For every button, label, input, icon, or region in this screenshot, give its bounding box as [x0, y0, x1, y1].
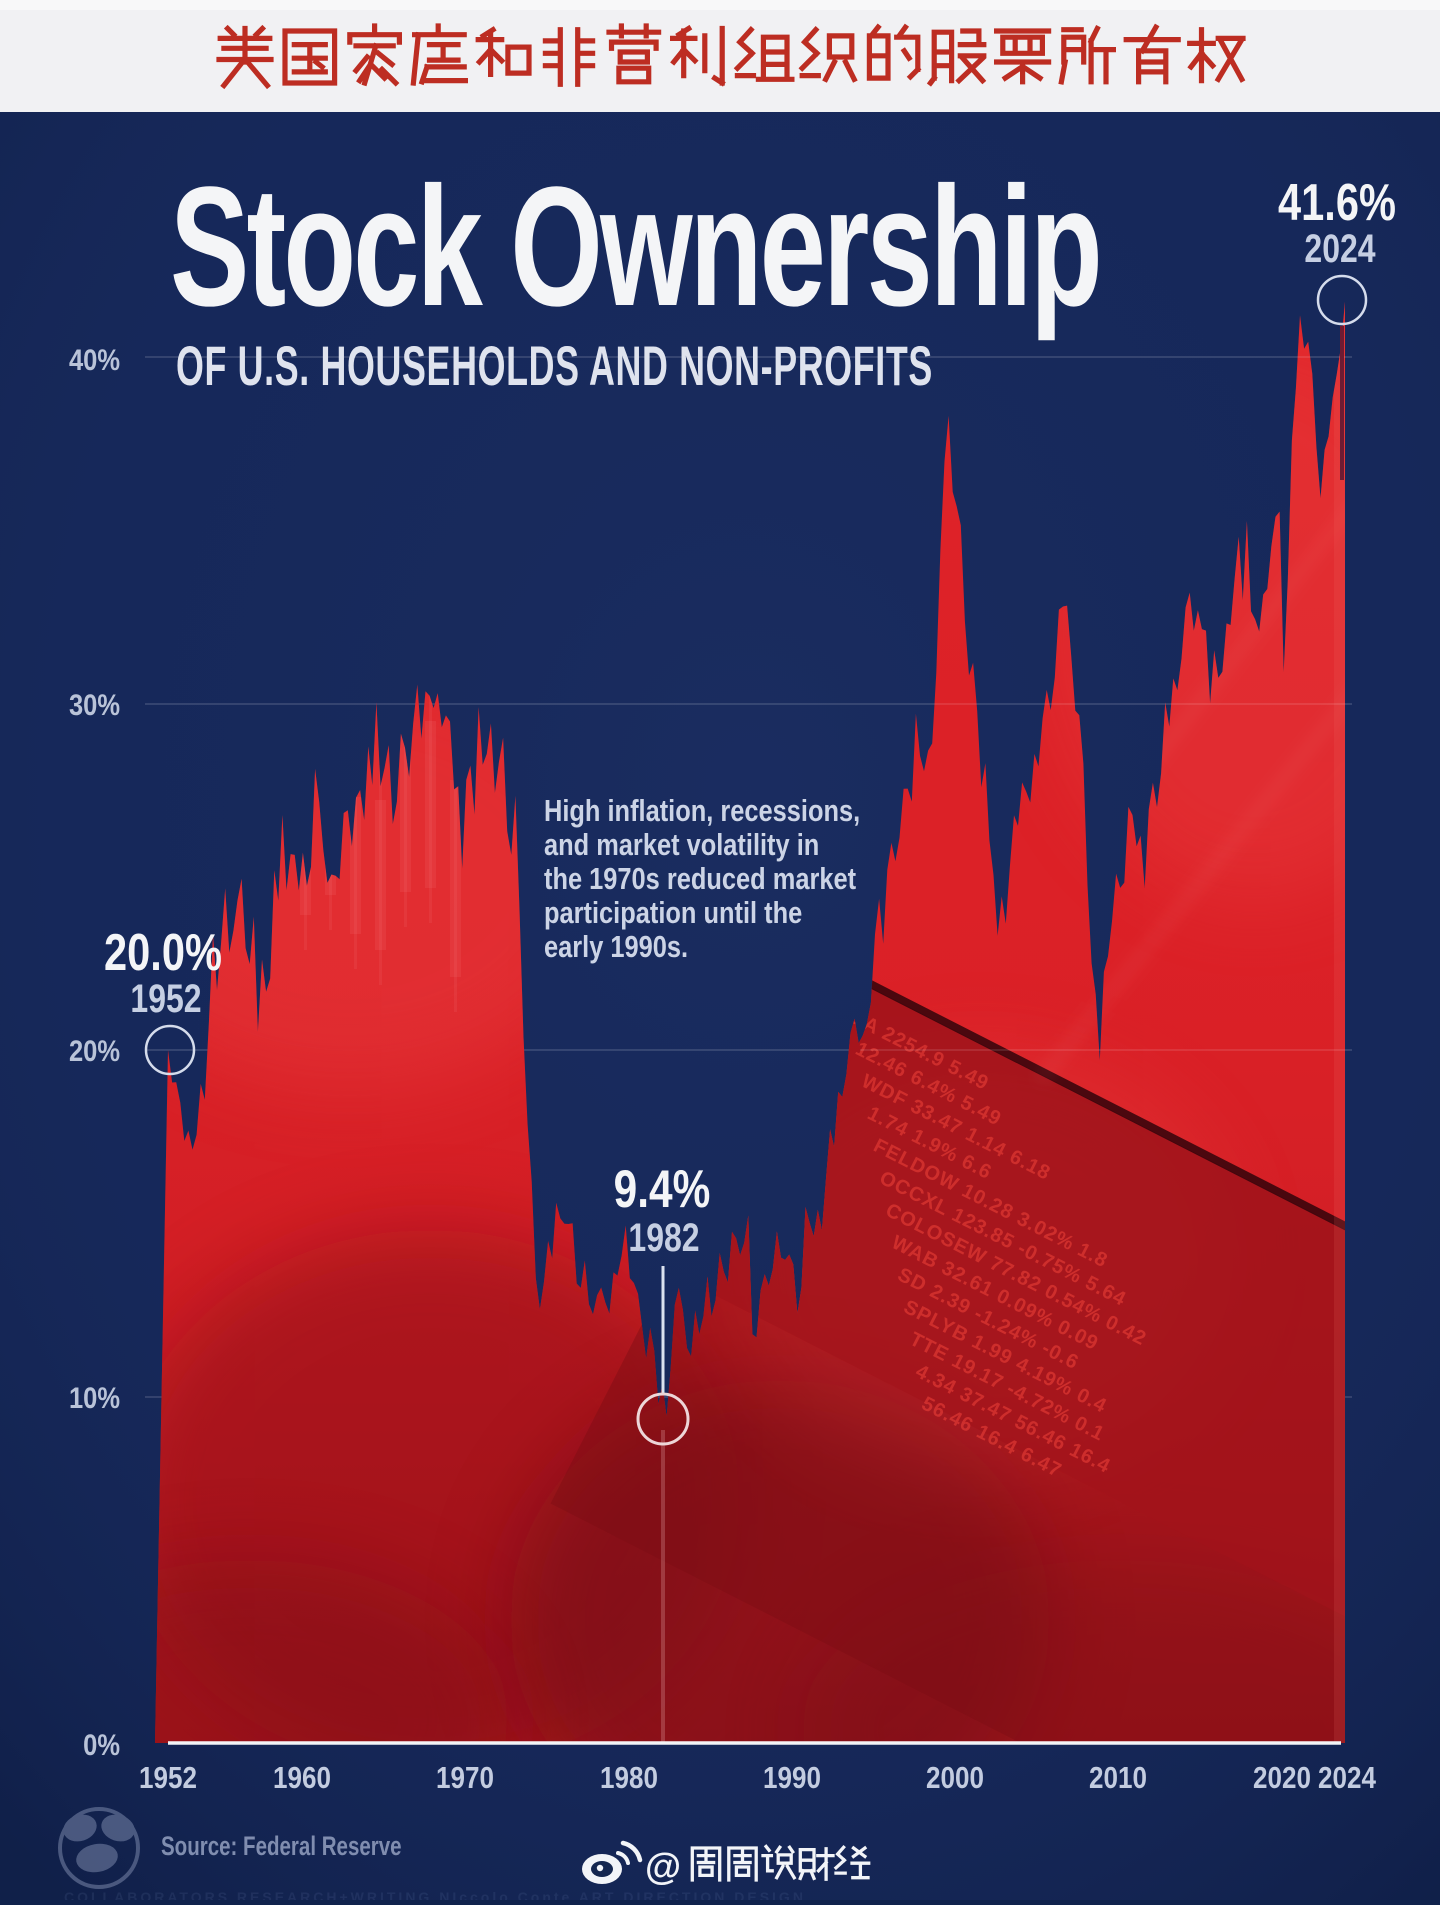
svg-text:20.0%: 20.0% [104, 923, 222, 982]
svg-text:the 1970s reduced market: the 1970s reduced market [544, 862, 857, 897]
svg-text:1960: 1960 [273, 1761, 331, 1796]
svg-text:High inflation, recessions,: High inflation, recessions, [544, 794, 860, 829]
svg-text:1980: 1980 [600, 1761, 658, 1796]
svg-text:10%: 10% [69, 1381, 120, 1414]
svg-text:9.4%: 9.4% [614, 1161, 711, 1220]
svg-text:@: @ [645, 1846, 681, 1887]
svg-text:and market volatility in: and market volatility in [544, 828, 819, 863]
svg-text:1982: 1982 [628, 1215, 699, 1260]
svg-text:0%: 0% [83, 1728, 120, 1761]
svg-text:Source: Federal Reserve: Source: Federal Reserve [161, 1831, 402, 1861]
svg-text:20%: 20% [69, 1034, 120, 1067]
svg-text:2024: 2024 [1304, 226, 1375, 271]
svg-text:2020: 2020 [1253, 1761, 1311, 1796]
svg-text:early 1990s.: early 1990s. [544, 930, 688, 965]
svg-text:2024: 2024 [1318, 1761, 1376, 1796]
svg-text:41.6%: 41.6% [1278, 173, 1396, 232]
svg-text:1952: 1952 [139, 1761, 197, 1796]
svg-text:participation until the: participation until the [544, 896, 802, 931]
svg-text:2000: 2000 [926, 1761, 984, 1796]
svg-text:COLLABORATORS RESEARCH+WRITI: COLLABORATORS RESEARCH+WRITING NIccolo C… [64, 1889, 806, 1900]
svg-text:1952: 1952 [130, 976, 201, 1021]
svg-text:30%: 30% [69, 688, 120, 721]
svg-text:Stock Ownership: Stock Ownership [170, 152, 1100, 342]
svg-text:40%: 40% [69, 343, 120, 376]
svg-text:OF U.S. HOUSEHOLDS AND NON-PRO: OF U.S. HOUSEHOLDS AND NON-PROFITS [176, 334, 933, 397]
svg-text:2010: 2010 [1089, 1761, 1147, 1796]
svg-text:1990: 1990 [763, 1761, 821, 1796]
svg-text:1970: 1970 [436, 1761, 494, 1796]
